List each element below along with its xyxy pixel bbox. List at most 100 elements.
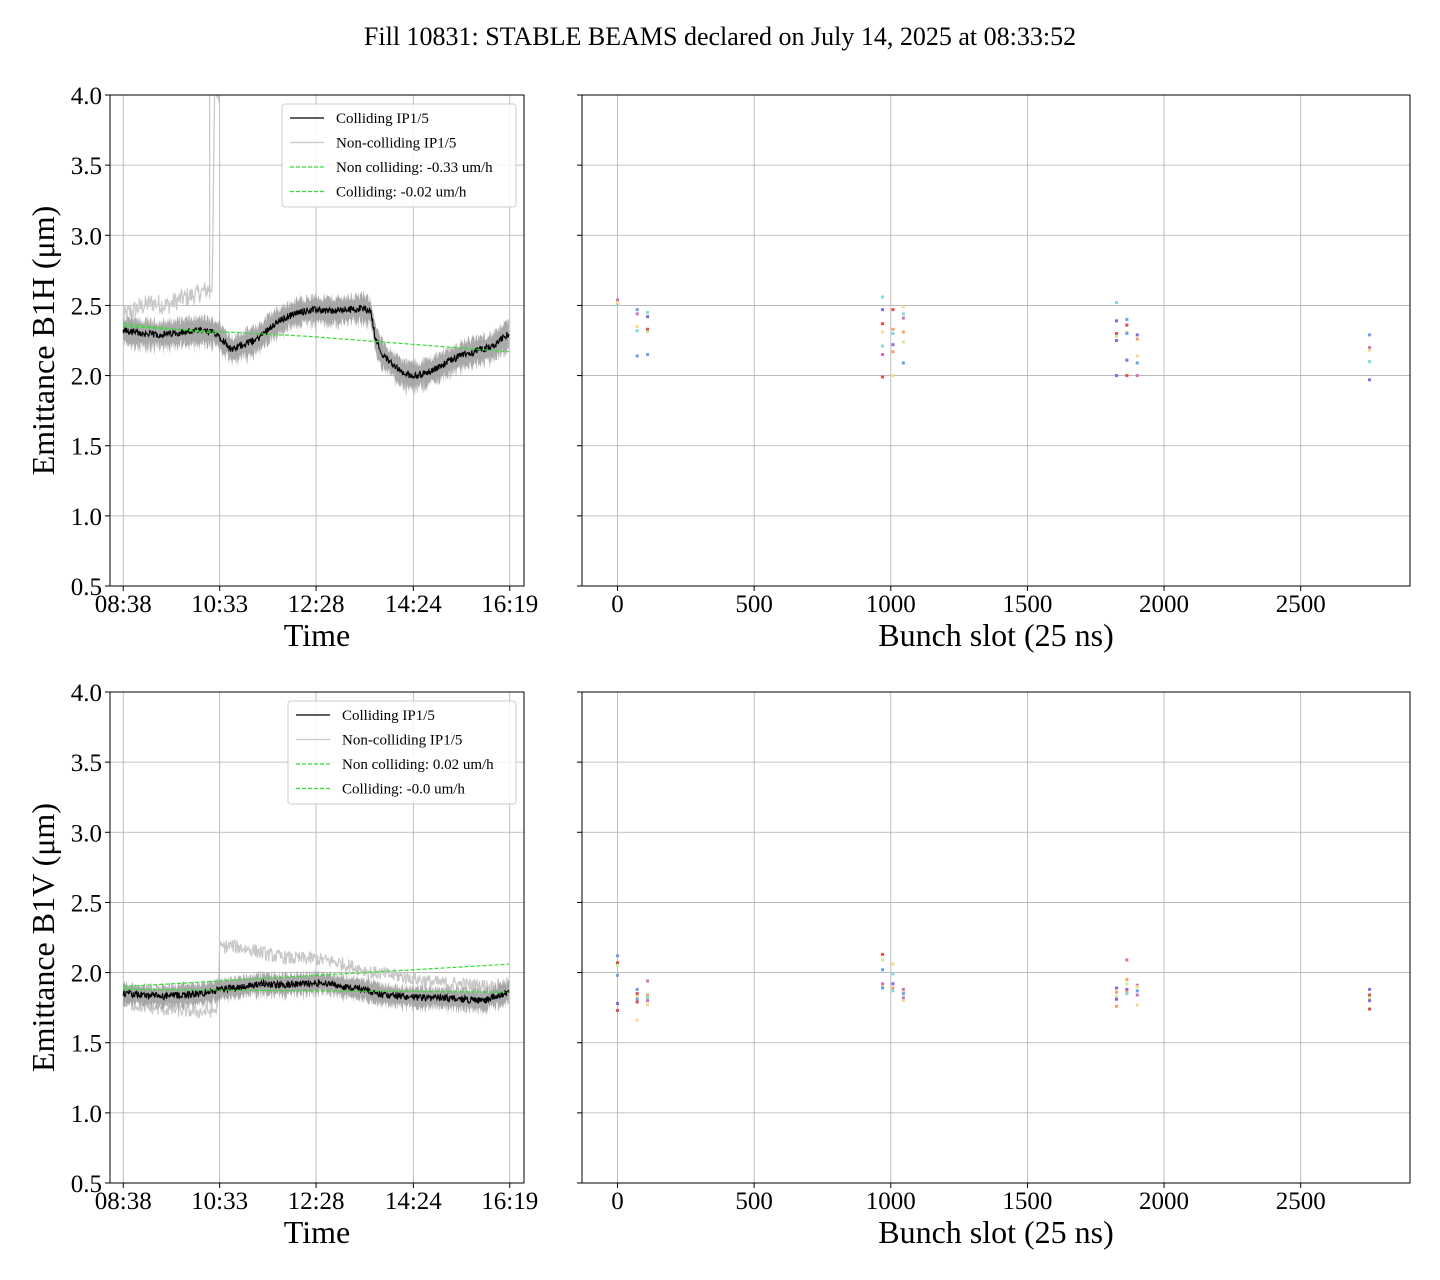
bunch-point — [901, 312, 905, 316]
bunch-point — [1115, 1004, 1119, 1008]
y-tick-label: 3.5 — [71, 153, 102, 180]
x-tick-label: 1500 — [1002, 1188, 1052, 1215]
bunch-point — [901, 340, 905, 344]
bunch-point — [1368, 346, 1372, 350]
bunch-point — [1115, 997, 1119, 1001]
bunch-point — [1115, 301, 1119, 305]
axes-box — [109, 691, 525, 1184]
bunch-point — [616, 964, 620, 968]
x-tick-label: 1000 — [866, 1188, 916, 1215]
bunch-point — [1368, 987, 1372, 991]
y-tick-label: 2.0 — [71, 961, 102, 988]
bunch-point — [901, 992, 905, 996]
series-fit-non-colliding — [123, 963, 509, 988]
bunch-point — [881, 353, 885, 357]
bunch-point — [1115, 986, 1119, 990]
bunch-point — [616, 961, 620, 965]
bunch-point — [891, 308, 895, 312]
x-axis-label: Bunch slot (25 ns) — [878, 1214, 1114, 1250]
bunch-point — [891, 989, 895, 993]
bunch-point — [881, 330, 885, 334]
x-tick-label: 12:28 — [288, 591, 345, 618]
bunch-point — [891, 982, 895, 986]
x-tick-label: 12:28 — [288, 1188, 345, 1215]
y-tick-label: 3.0 — [71, 223, 102, 250]
bunch-point — [1135, 1003, 1139, 1007]
bunch-point — [1115, 994, 1119, 998]
scatter-panel-1: 0 500 1000 1500 2000 2500 Bunch slot (25 ns) — [577, 94, 1411, 653]
bunch-point — [1135, 989, 1139, 993]
x-tick-label: 10:33 — [191, 591, 248, 618]
x-tick-label: 2000 — [1139, 1188, 1189, 1215]
bunch-point — [1125, 978, 1129, 982]
scatter-panel-3: 0 500 1000 1500 2000 2500 Bunch slot (25 ns) — [577, 691, 1411, 1250]
bunch-point — [881, 344, 885, 348]
bunch-point — [1135, 333, 1139, 337]
series-fit-non-colliding — [123, 323, 218, 335]
x-tick-label: 2000 — [1139, 591, 1189, 618]
bunch-point — [616, 298, 620, 302]
bunch-point — [635, 324, 639, 328]
bunch-point — [1125, 331, 1129, 335]
bunch-point — [901, 330, 905, 334]
bunch-point — [881, 308, 885, 312]
bunch-point — [891, 327, 895, 331]
plot-area — [122, 95, 510, 396]
bunch-point — [635, 997, 639, 1001]
bunch-point — [881, 322, 885, 326]
bunch-point — [646, 315, 650, 319]
bunch-point — [1368, 348, 1372, 352]
bunch-point — [891, 986, 895, 990]
bunch-point — [901, 305, 905, 309]
bunch-point — [901, 996, 905, 1000]
bunch-point — [1368, 360, 1372, 364]
series-colliding-band — [123, 290, 509, 396]
bunch-point — [1125, 992, 1129, 996]
x-axis-label: Bunch slot (25 ns) — [878, 617, 1114, 653]
bunch-point — [646, 996, 650, 1000]
bunch-point — [1125, 987, 1129, 991]
bunch-point — [635, 992, 639, 996]
bunch-point — [1125, 358, 1129, 362]
legend-label: Non-colliding IP1/5 — [336, 136, 456, 152]
bunch-point — [1125, 982, 1129, 986]
x-tick-label: 0 — [611, 1188, 624, 1215]
bunch-point — [635, 354, 639, 358]
time-panel-2: 0.5 1.0 1.5 2.0 2.5 3.0 3.5 4.0 08:38 10:33 12:28 1… — [25, 680, 538, 1250]
bunch-point — [1368, 333, 1372, 337]
bunch-point — [1125, 374, 1129, 378]
bunch-point — [1135, 993, 1139, 997]
x-tick-label: 16:19 — [481, 591, 538, 618]
x-tick-label: 500 — [735, 591, 773, 618]
bunch-point — [1125, 958, 1129, 962]
series-fit-colliding — [123, 325, 509, 353]
y-tick-label: 1.0 — [71, 1101, 102, 1128]
y-tick-label: 3.5 — [71, 750, 102, 777]
x-tick-label: 2500 — [1276, 1188, 1326, 1215]
x-tick-label: 14:24 — [385, 591, 442, 618]
y-tick-label: 2.5 — [71, 890, 102, 917]
bunch-point — [891, 374, 895, 378]
x-tick-label: 2500 — [1276, 591, 1326, 618]
bunch-point — [881, 952, 885, 956]
bunch-point — [1135, 985, 1139, 989]
bunch-point — [1115, 339, 1119, 342]
bunch-point — [881, 968, 885, 972]
legend: Colliding IP1/5 Non-colliding IP1/5 Non co… — [281, 103, 517, 208]
x-tick-label: 08:38 — [95, 591, 152, 618]
time-panel-0: 0.5 1.0 1.5 2.0 2.5 3.0 3.5 4.0 08:38 10:33 12:28 1… — [25, 83, 538, 653]
bunch-point — [646, 1003, 650, 1007]
bunch-point — [901, 987, 905, 991]
bunch-point — [635, 312, 639, 316]
bunch-point — [635, 1000, 639, 1004]
legend-box — [281, 103, 517, 208]
y-tick-label: 1.0 — [71, 504, 102, 531]
y-tick-label: 1.5 — [71, 434, 102, 461]
bunch-point — [1115, 319, 1119, 323]
x-tick-label: 1500 — [1002, 591, 1052, 618]
bunch-point — [616, 1008, 620, 1012]
bunch-point — [881, 986, 885, 990]
bunch-point — [1368, 999, 1372, 1003]
legend-label: Non-colliding IP1/5 — [342, 733, 462, 749]
bunch-point — [616, 301, 620, 305]
